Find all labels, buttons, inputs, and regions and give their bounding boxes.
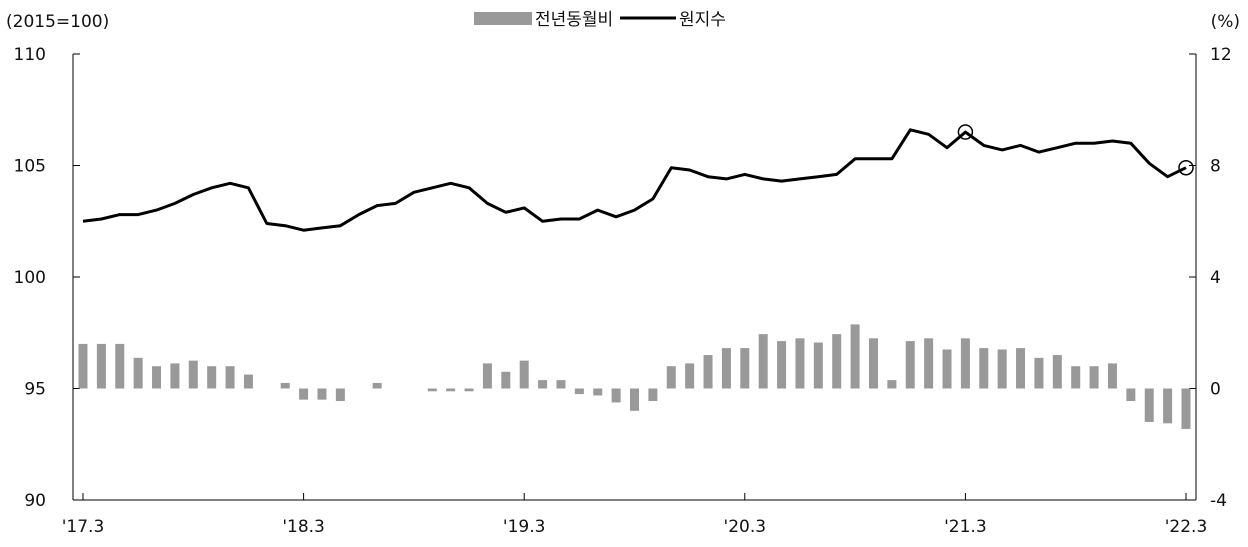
bar	[960, 338, 970, 389]
right-tick-label: 4	[1210, 268, 1221, 288]
left-axis-ticks: 90 95 100 105 110	[14, 45, 80, 511]
bar	[905, 341, 915, 389]
bar	[795, 338, 805, 389]
bar	[115, 343, 125, 389]
legend-label-line: 원지수	[679, 10, 726, 30]
bar	[721, 348, 731, 389]
bar	[280, 382, 290, 389]
x-tick-label: '21.3	[944, 517, 987, 537]
bar	[1144, 388, 1154, 422]
bar	[685, 363, 695, 389]
bar	[538, 380, 548, 389]
bar	[924, 338, 934, 389]
bar	[611, 388, 621, 403]
right-tick-label: -4	[1210, 491, 1227, 511]
legend: 전년동월비 원지수	[474, 10, 726, 30]
bar	[593, 388, 603, 396]
index-line	[82, 128, 1187, 232]
legend-label-bar: 전년동월비	[535, 10, 613, 30]
bar	[1052, 355, 1062, 389]
bar	[574, 388, 584, 395]
bar	[225, 366, 235, 389]
bar	[997, 349, 1007, 389]
bar	[1163, 388, 1173, 424]
bar	[868, 338, 878, 389]
bar	[335, 388, 345, 402]
bar	[133, 357, 143, 389]
bar	[501, 371, 511, 389]
line-markers	[957, 124, 1194, 176]
bar	[1034, 357, 1044, 389]
bar	[1107, 363, 1117, 389]
bar	[96, 343, 106, 389]
bar	[556, 380, 566, 389]
left-tick-label: 100	[14, 268, 46, 288]
bar	[372, 382, 382, 389]
x-axis-ticks: '17.3 '18.3 '19.3 '20.3 '21.3 '22.3	[62, 493, 1208, 537]
bar	[813, 342, 823, 389]
bar	[887, 380, 897, 389]
bar	[299, 388, 309, 400]
bar-series	[78, 324, 1191, 429]
bar	[464, 388, 474, 392]
bar	[703, 355, 713, 389]
x-tick-label: '20.3	[724, 517, 767, 537]
right-axis-unit: (%)	[1211, 12, 1240, 32]
bar	[1181, 388, 1191, 429]
x-tick-label: '17.3	[62, 517, 105, 537]
x-tick-label: '19.3	[503, 517, 546, 537]
bar	[758, 334, 768, 389]
bar	[832, 334, 842, 389]
left-axis-unit: (2015=100)	[6, 12, 109, 32]
right-axis-ticks: -4 0 4 8 12	[1189, 45, 1232, 511]
bar	[170, 363, 180, 389]
axes	[72, 54, 1197, 501]
bar	[152, 366, 162, 389]
bar	[850, 324, 860, 389]
legend-swatch-bar	[474, 12, 532, 25]
line-marker	[1178, 159, 1194, 176]
x-tick-label: '18.3	[282, 517, 325, 537]
bar	[777, 341, 787, 389]
right-tick-label: 8	[1210, 157, 1221, 177]
bar	[1071, 366, 1081, 389]
bar	[243, 374, 253, 389]
bar	[427, 388, 437, 392]
line-series	[82, 128, 1187, 232]
bar	[648, 388, 658, 402]
bar	[188, 360, 198, 389]
bar	[1126, 388, 1136, 402]
left-tick-label: 110	[14, 45, 46, 65]
bar	[207, 366, 217, 389]
bar	[317, 388, 327, 400]
bar	[979, 348, 989, 389]
bar	[1089, 366, 1099, 389]
bar	[1016, 348, 1026, 389]
bar	[519, 360, 529, 389]
line-marker	[957, 124, 974, 140]
bar	[666, 366, 676, 389]
x-tick-label: '22.3	[1165, 517, 1208, 537]
bar	[942, 349, 952, 389]
bar	[740, 348, 750, 389]
bar	[482, 363, 492, 389]
left-tick-label: 95	[24, 380, 46, 400]
bar	[446, 388, 456, 392]
bar	[630, 388, 639, 411]
left-tick-label: 90	[24, 491, 46, 511]
bar	[78, 343, 88, 389]
right-tick-label: 12	[1210, 45, 1232, 65]
left-tick-label: 105	[14, 157, 46, 177]
right-tick-label: 0	[1210, 380, 1221, 400]
